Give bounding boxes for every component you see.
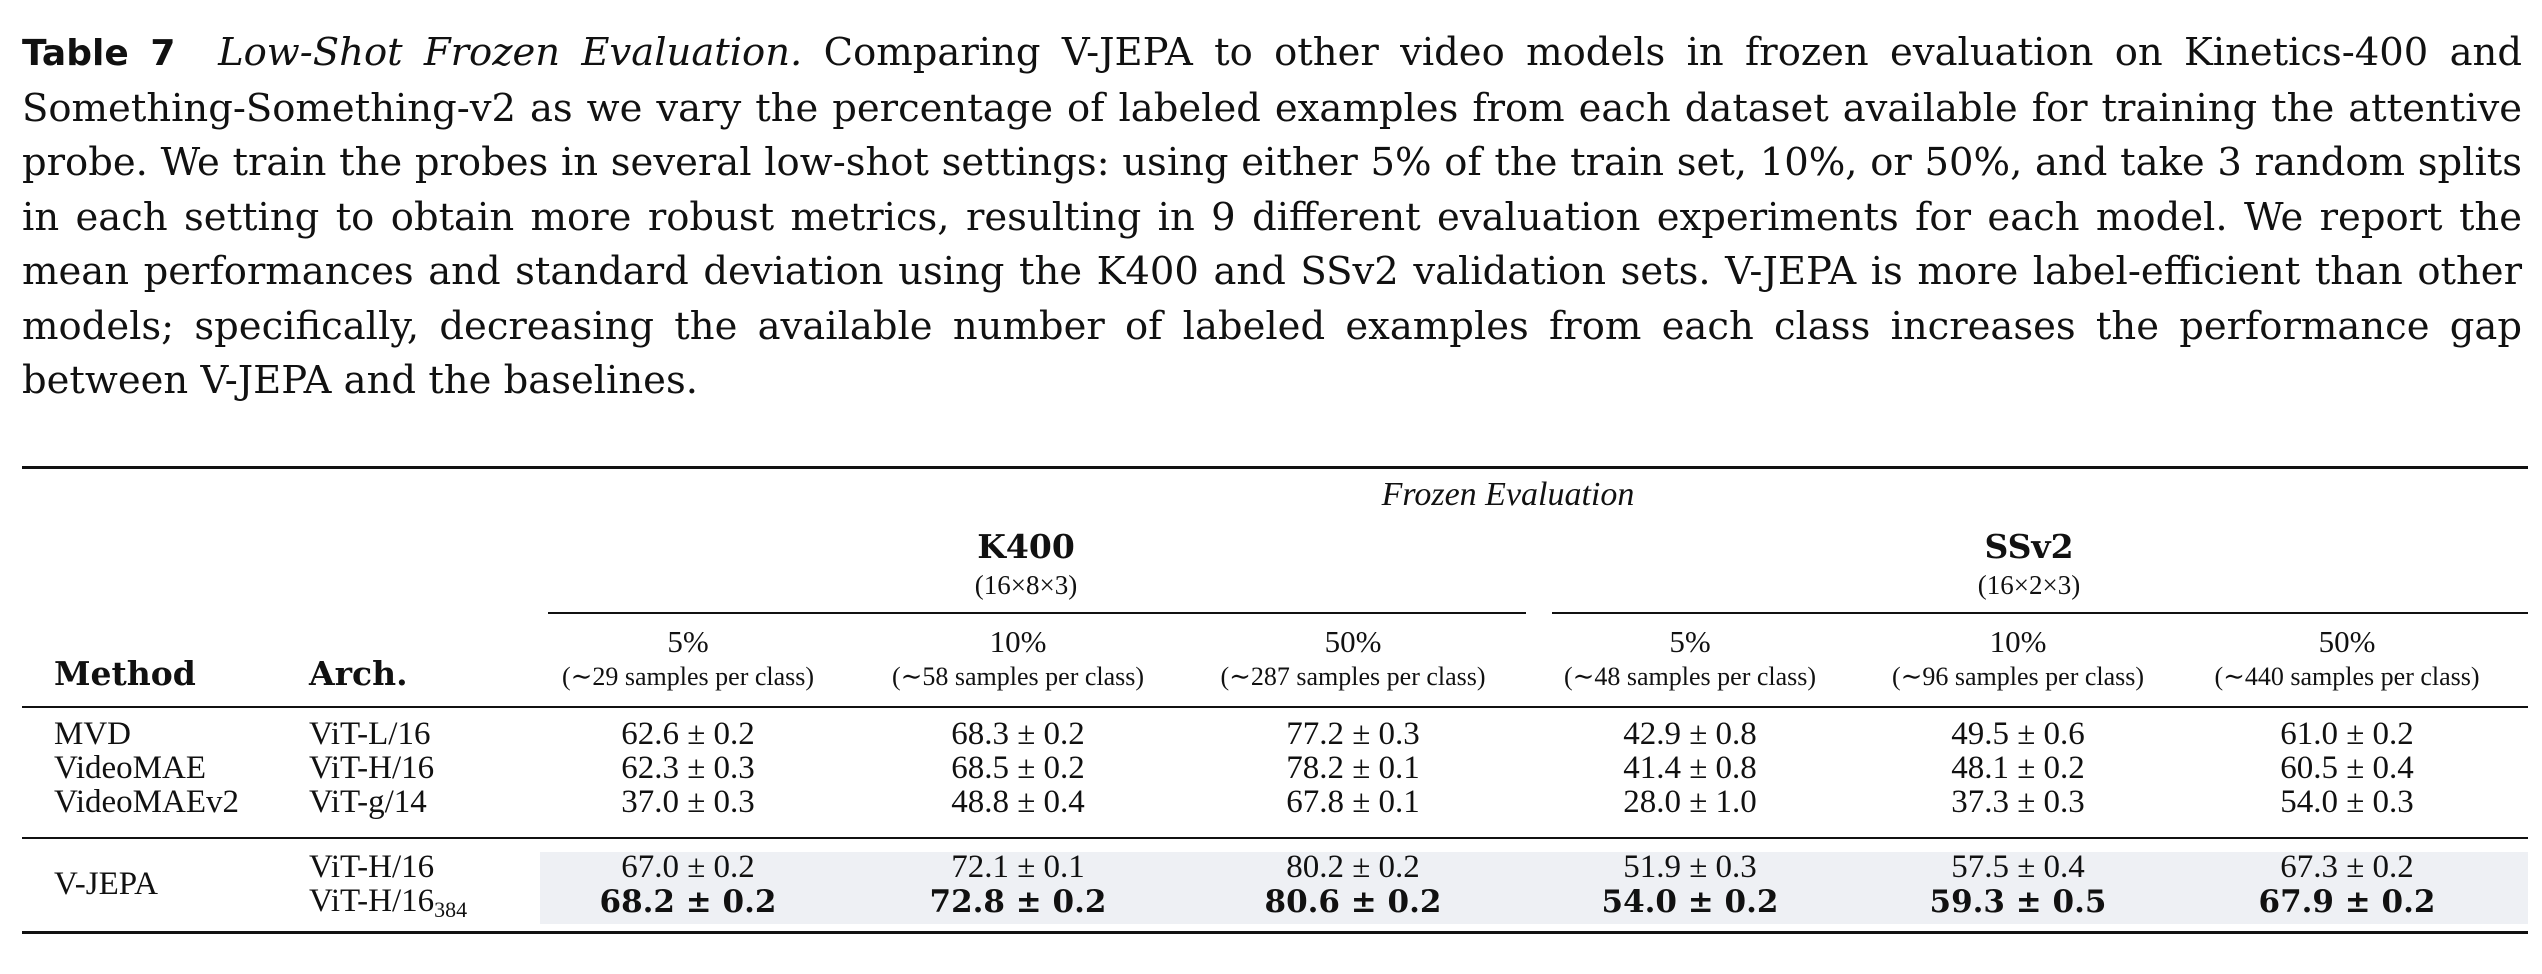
table-cell: 41.4 ± 0.8 [1623, 750, 1757, 786]
ours-highlight [540, 852, 2528, 924]
row-arch: ViT-g/14 [309, 784, 427, 820]
table-top-rule [22, 466, 2528, 469]
ssv2-5pct-header: 5% [1669, 624, 1711, 659]
row-method: VideoMAE [54, 750, 206, 786]
row-arch: ViT-H/16384 [309, 883, 467, 923]
ours-method: V-JEPA [54, 866, 158, 902]
table-cell: 62.6 ± 0.2 [621, 716, 755, 752]
table-cell: 67.3 ± 0.2 [2280, 849, 2414, 885]
table-cell-best: 80.6 ± 0.2 [1264, 884, 1442, 920]
ssv2-50pct-header: 50% [2318, 624, 2376, 659]
ssv2-50pct-samples: (∼440 samples per class) [2214, 662, 2480, 691]
table-cell-best: 59.3 ± 0.5 [1929, 884, 2107, 920]
table-cell-best: 54.0 ± 0.2 [1601, 884, 1779, 920]
table-cell: 61.0 ± 0.2 [2280, 716, 2414, 752]
table-cell: 68.5 ± 0.2 [951, 750, 1085, 786]
table-cell: 67.8 ± 0.1 [1286, 784, 1420, 820]
table-cell: 67.0 ± 0.2 [621, 849, 755, 885]
table-cell-best: 68.2 ± 0.2 [599, 884, 777, 920]
table-cell-best: 67.9 ± 0.2 [2258, 884, 2436, 920]
row-method: MVD [54, 716, 132, 752]
k400-50pct-header: 50% [1324, 624, 1382, 659]
method-header: Method [54, 654, 196, 693]
table-cell: 77.2 ± 0.3 [1286, 716, 1420, 752]
k400-10pct-samples: (∼58 samples per class) [891, 662, 1145, 691]
ssv2-group-rule [1552, 612, 2528, 614]
table-label: Table 7 [22, 33, 176, 74]
k400-10pct-header: 10% [989, 624, 1047, 659]
table-cell: 51.9 ± 0.3 [1623, 849, 1757, 885]
frozen-evaluation-header: Frozen Evaluation [1381, 476, 1635, 513]
table-cell: 62.3 ± 0.3 [621, 750, 755, 786]
table-caption: Table 7 Low-Shot Frozen Evaluation. Comp… [22, 26, 2522, 409]
table-cell: 49.5 ± 0.6 [1951, 716, 2085, 752]
row-method: VideoMAEv2 [54, 784, 239, 820]
ssv2-5pct-samples: (∼48 samples per class) [1563, 662, 1817, 691]
table-cell: 78.2 ± 0.1 [1286, 750, 1420, 786]
ours-rule [22, 837, 2528, 839]
k400-header: K400 [977, 527, 1075, 566]
table-cell: 54.0 ± 0.3 [2280, 784, 2414, 820]
arch-header: Arch. [309, 654, 408, 693]
arch-main: ViT-H/16 [309, 883, 435, 919]
ssv2-10pct-samples: (∼96 samples per class) [1891, 662, 2145, 691]
row-arch: ViT-H/16 [309, 849, 435, 885]
table-cell-best: 72.8 ± 0.2 [929, 884, 1107, 920]
arch-resolution-subscript: 384 [434, 897, 468, 922]
k400-50pct-samples: (∼287 samples per class) [1220, 662, 1486, 691]
table-cell: 80.2 ± 0.2 [1286, 849, 1420, 885]
table-cell: 60.5 ± 0.4 [2280, 750, 2414, 786]
k400-config: (16×8×3) [974, 570, 1078, 600]
ssv2-10pct-header: 10% [1989, 624, 2047, 659]
table-title: Low-Shot Frozen Evaluation. [218, 30, 803, 75]
table-cell: 48.1 ± 0.2 [1951, 750, 2085, 786]
table-cell: 68.3 ± 0.2 [951, 716, 1085, 752]
table-cell: 42.9 ± 0.8 [1623, 716, 1757, 752]
table-cell: 72.1 ± 0.1 [951, 849, 1085, 885]
k400-5pct-samples: (∼29 samples per class) [561, 662, 815, 691]
table-cell: 37.0 ± 0.3 [621, 784, 755, 820]
ssv2-header: SSv2 [1984, 527, 2074, 566]
table-bottom-rule [22, 931, 2528, 934]
k400-5pct-header: 5% [667, 624, 709, 659]
caption-text: Comparing V-JEPA to other video models i… [22, 30, 2522, 403]
table-cell: 57.5 ± 0.4 [1951, 849, 2085, 885]
table-cell: 28.0 ± 1.0 [1623, 784, 1757, 820]
row-arch: ViT-H/16 [309, 750, 435, 786]
row-arch: ViT-L/16 [309, 716, 431, 752]
table-cell: 37.3 ± 0.3 [1951, 784, 2085, 820]
table-cell: 48.8 ± 0.4 [951, 784, 1085, 820]
ssv2-config: (16×2×3) [1977, 570, 2081, 600]
k400-group-rule [548, 612, 1526, 614]
header-rule [22, 706, 2528, 708]
